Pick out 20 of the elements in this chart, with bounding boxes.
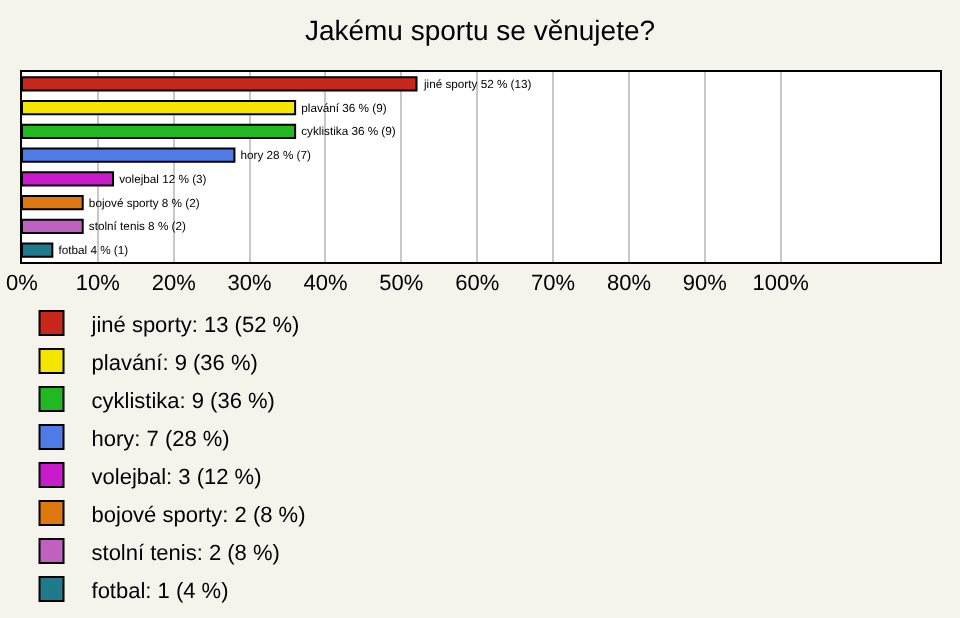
x-tick-label: 10%	[75, 272, 121, 297]
x-tick-label: 40%	[303, 272, 348, 297]
x-tick-label: 70%	[531, 272, 576, 297]
x-tick-label: 50%	[379, 272, 424, 297]
x-tick-label: 20%	[151, 272, 197, 297]
legend-label: bojové sporty: 2 (8 %)	[91, 503, 306, 528]
legend-label: fotbal: 1 (4 %)	[91, 579, 229, 604]
legend-label: plavání: 9 (36 %)	[91, 351, 258, 376]
legend-label: cyklistika: 9 (36 %)	[91, 389, 275, 414]
legend-label: hory: 7 (28 %)	[91, 427, 230, 452]
legend-label: volejbal: 3 (12 %)	[91, 465, 262, 490]
x-tick-label: 0%	[6, 272, 39, 297]
x-tick-label: 30%	[227, 272, 273, 297]
legend-label: stolní tenis: 2 (8 %)	[91, 541, 280, 566]
x-tick-label: 60%	[455, 272, 500, 297]
x-tick-label: 100%	[752, 272, 810, 297]
chart-title: Jakému sportu se věnujete?	[304, 13, 656, 46]
x-tick-label: 80%	[606, 272, 652, 297]
x-tick-label: 90%	[682, 272, 728, 297]
legend-label: jiné sporty: 13 (52 %)	[89, 313, 300, 338]
